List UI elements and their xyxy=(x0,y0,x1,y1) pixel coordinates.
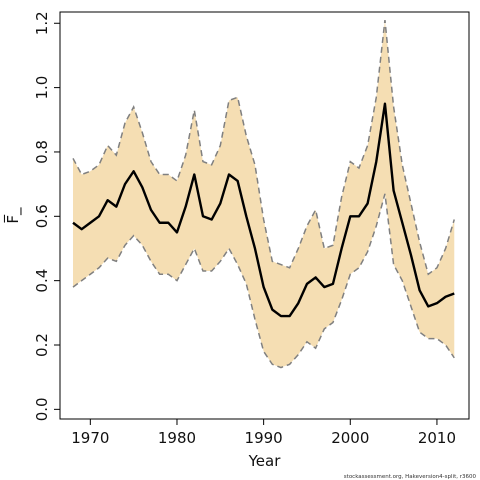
plot-frame xyxy=(59,11,470,420)
confidence-band xyxy=(73,20,455,368)
estimate-line xyxy=(72,102,455,318)
x-tick-label: 1980 xyxy=(158,429,196,447)
y-axis: 0.0 0.2 0.4 0.6 0.8 1.0 1.2 xyxy=(33,11,60,421)
x-axis-title: Year xyxy=(248,452,282,470)
y-tick-label: 1.2 xyxy=(33,11,51,35)
y-tick-label: 0.8 xyxy=(33,140,51,164)
line-layer xyxy=(72,19,455,369)
y-tick-label: 0.6 xyxy=(33,204,51,228)
x-tick-label: 1970 xyxy=(71,429,109,447)
lower-bound-line xyxy=(72,193,455,369)
x-axis: 1970 1980 1990 2000 2010 xyxy=(71,419,456,447)
upper-bound-line xyxy=(72,19,455,276)
x-tick-label: 1990 xyxy=(245,429,283,447)
y-tick-label: 1.0 xyxy=(33,76,51,100)
y-tick-label: 0.0 xyxy=(33,397,51,421)
confidence-band-layer xyxy=(73,20,455,368)
y-tick-label: 0.2 xyxy=(33,333,51,357)
y-axis-title: F̅_ xyxy=(3,207,23,224)
y-tick-label: 0.4 xyxy=(33,269,51,293)
x-tick-label: 2010 xyxy=(418,429,456,447)
x-tick-label: 2000 xyxy=(331,429,369,447)
footnote: stockassessment.org, Hakeversion4-split,… xyxy=(344,474,477,480)
